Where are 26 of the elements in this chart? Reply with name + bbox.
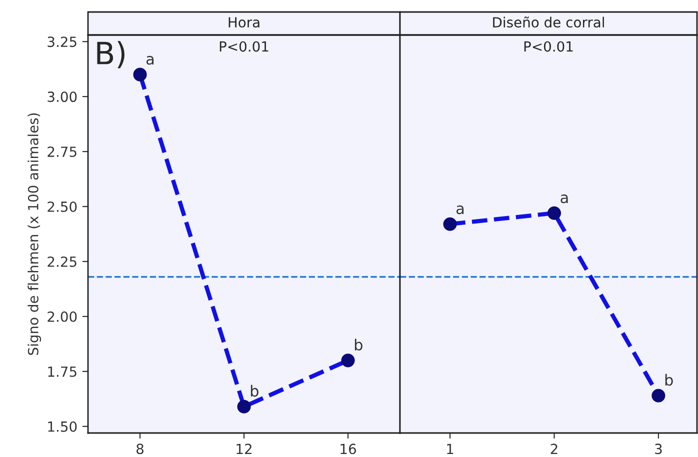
annotation: B)	[97, 41, 124, 68]
y-tick-label: 3.00	[48, 92, 77, 102]
annotation: P<0.01	[220, 41, 268, 52]
y-tick-label: 1.50	[48, 421, 77, 432]
y-tick-label: 2.50	[48, 201, 77, 212]
annotation: a	[146, 56, 154, 65]
y-tick-label: 2.00	[48, 311, 77, 322]
x-tick-label: 8	[136, 444, 144, 454]
x-tick-label: 3	[655, 444, 662, 454]
x-tick-label: 1	[447, 444, 454, 454]
y-tick-label: 2.25	[48, 256, 76, 267]
x-tick-label: 12	[236, 444, 252, 454]
y-tick-label: 2.75	[48, 146, 76, 158]
annotation: b	[665, 374, 673, 386]
annotation: b	[250, 384, 258, 397]
chart-title: Hora	[228, 17, 260, 28]
annotation: a	[560, 194, 568, 204]
y-tick-label: 1.75	[48, 366, 76, 377]
annotation: P<0.01	[524, 41, 573, 52]
chart-title: Diseño de corral	[493, 16, 604, 28]
annotation: b	[354, 338, 362, 351]
annotation: a	[456, 205, 464, 214]
y-axis-title: Signo de flehmen (x 100 animales)	[28, 113, 42, 355]
y-tick-label: 3.25	[48, 36, 76, 48]
x-tick-label: 16	[340, 444, 356, 454]
x-tick-label: 2	[550, 444, 558, 454]
